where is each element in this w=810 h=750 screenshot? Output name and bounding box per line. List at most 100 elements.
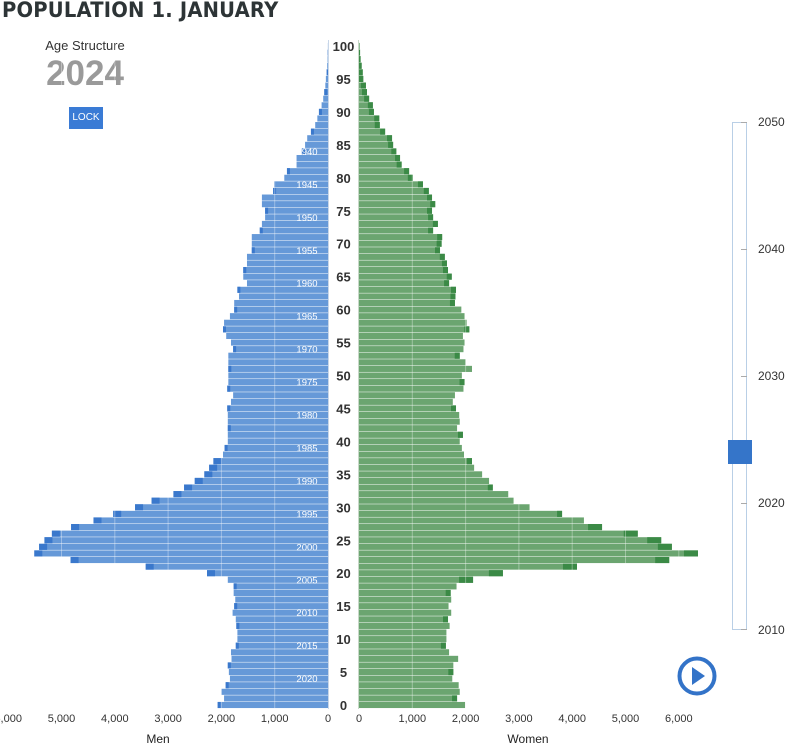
women-bar-age-51 <box>359 365 472 372</box>
lock-button[interactable]: LOCK <box>69 107 103 129</box>
women-bar-age-13 <box>359 616 449 623</box>
women-bar-age-68 <box>359 253 445 260</box>
women-bar-age-50 <box>359 372 462 379</box>
men-bar-age-97 <box>327 62 328 69</box>
slider-handle[interactable] <box>728 440 752 465</box>
men-bar-age-26 <box>51 530 328 537</box>
men-bar-age-6 <box>227 662 328 669</box>
men-bar-age-48 <box>227 385 328 392</box>
women-axis-tick: 4,000 <box>558 713 586 725</box>
men-bar-age-38 <box>222 451 328 458</box>
women-bar-tip <box>466 458 472 465</box>
women-bar-tip <box>446 273 452 280</box>
women-axis-tick: 6,000 <box>665 713 693 725</box>
page-title: POPULATION 1. JANUARY <box>2 0 279 22</box>
women-bar-age-10 <box>359 636 447 643</box>
slider-label-2040: 2040 <box>758 242 785 256</box>
men-bar-tip <box>224 444 228 452</box>
age-tick-label: 65 <box>336 270 350 285</box>
women-bar-age-18 <box>359 583 457 590</box>
women-bar-age-82 <box>359 161 402 168</box>
women-bar-age-92 <box>359 95 370 102</box>
women-axis-tick: 1,000 <box>399 713 427 725</box>
men-axis-tick: 6,000 <box>0 713 22 725</box>
women-bar-tip <box>459 379 465 386</box>
women-bar-tip <box>427 194 433 201</box>
men-bar-tip <box>204 471 213 478</box>
women-bar-tip <box>428 227 434 234</box>
men-bar-tip <box>259 227 263 234</box>
women-bar-age-2 <box>359 688 460 695</box>
men-bar-age-62 <box>238 293 328 300</box>
women-bar-age-87 <box>359 128 386 135</box>
women-bar-age-62 <box>359 293 456 300</box>
women-bar-age-91 <box>359 102 373 109</box>
women-bar-tip <box>451 286 457 293</box>
men-bar-tip <box>227 425 231 432</box>
women-bar-age-28 <box>359 517 584 524</box>
women-bar-tip <box>445 589 451 597</box>
women-bar-age-88 <box>359 122 380 129</box>
women-bar-tip <box>443 267 449 274</box>
men-bar-age-11 <box>237 629 328 636</box>
women-bar-tip <box>464 326 470 333</box>
men-bar-age-33 <box>184 484 328 491</box>
women-bar-age-80 <box>359 174 413 181</box>
age-tick-label: 85 <box>336 138 350 153</box>
men-bar-age-19 <box>227 576 328 583</box>
men-bar-age-82 <box>296 161 328 168</box>
men-bar-age-7 <box>231 655 328 662</box>
men-bar-age-58 <box>224 319 328 326</box>
age-tick-label: 40 <box>336 434 350 449</box>
women-bar-age-35 <box>359 471 483 478</box>
men-bar-age-87 <box>310 128 328 135</box>
women-bar-tip <box>448 669 454 676</box>
women-bar-age-83 <box>359 154 401 162</box>
age-tick-label: 75 <box>336 204 350 219</box>
men-bar-age-45 <box>227 405 328 412</box>
women-bar-age-39 <box>359 444 462 452</box>
men-bar-age-81 <box>286 168 328 175</box>
women-bar-age-67 <box>359 260 447 267</box>
men-bar-age-75 <box>265 207 328 214</box>
women-bar-age-5 <box>359 669 454 676</box>
women-bar-tip <box>395 154 401 162</box>
women-bar-tip <box>588 524 603 531</box>
men-bar-age-0 <box>217 701 328 709</box>
women-bar-age-38 <box>359 451 465 458</box>
men-bar-age-67 <box>246 260 328 267</box>
women-bar-tip <box>367 102 373 109</box>
birth-year-label: 1940 <box>296 147 317 158</box>
women-bar-age-55 <box>359 339 465 346</box>
women-bar-tip <box>452 695 458 702</box>
men-bar-tip <box>145 563 154 570</box>
men-bar-age-70 <box>251 240 328 247</box>
women-bar-age-31 <box>359 497 514 504</box>
women-bar-age-61 <box>359 299 455 307</box>
men-bar-age-90 <box>318 108 328 115</box>
women-bar-tip <box>454 352 460 359</box>
men-bar-age-17 <box>233 589 328 597</box>
age-tick-label: 100 <box>333 39 355 54</box>
women-bar-tip <box>359 69 363 76</box>
women-bar-age-34 <box>359 477 490 484</box>
women-bar-age-49 <box>359 379 465 386</box>
men-bar-age-20 <box>207 570 328 577</box>
women-bar-age-81 <box>359 168 410 175</box>
men-bar-age-83 <box>296 154 328 162</box>
men-bar-age-8 <box>230 649 328 656</box>
women-bar-tip <box>623 530 638 537</box>
women-bar-age-21 <box>359 563 577 570</box>
women-bar-age-14 <box>359 609 452 616</box>
men-bar-age-34 <box>194 477 328 484</box>
age-tick-label: 45 <box>336 401 350 416</box>
women-bar-tip <box>428 214 434 221</box>
men-bar-tip <box>326 69 328 76</box>
men-bar-tip <box>194 477 203 484</box>
slider-label-2050: 2050 <box>758 115 785 129</box>
men-bar-tip <box>273 187 277 195</box>
men-bar-age-71 <box>251 234 328 241</box>
men-bar-age-92 <box>323 95 328 102</box>
play-button[interactable] <box>677 656 717 696</box>
men-bar-tip <box>310 128 314 135</box>
